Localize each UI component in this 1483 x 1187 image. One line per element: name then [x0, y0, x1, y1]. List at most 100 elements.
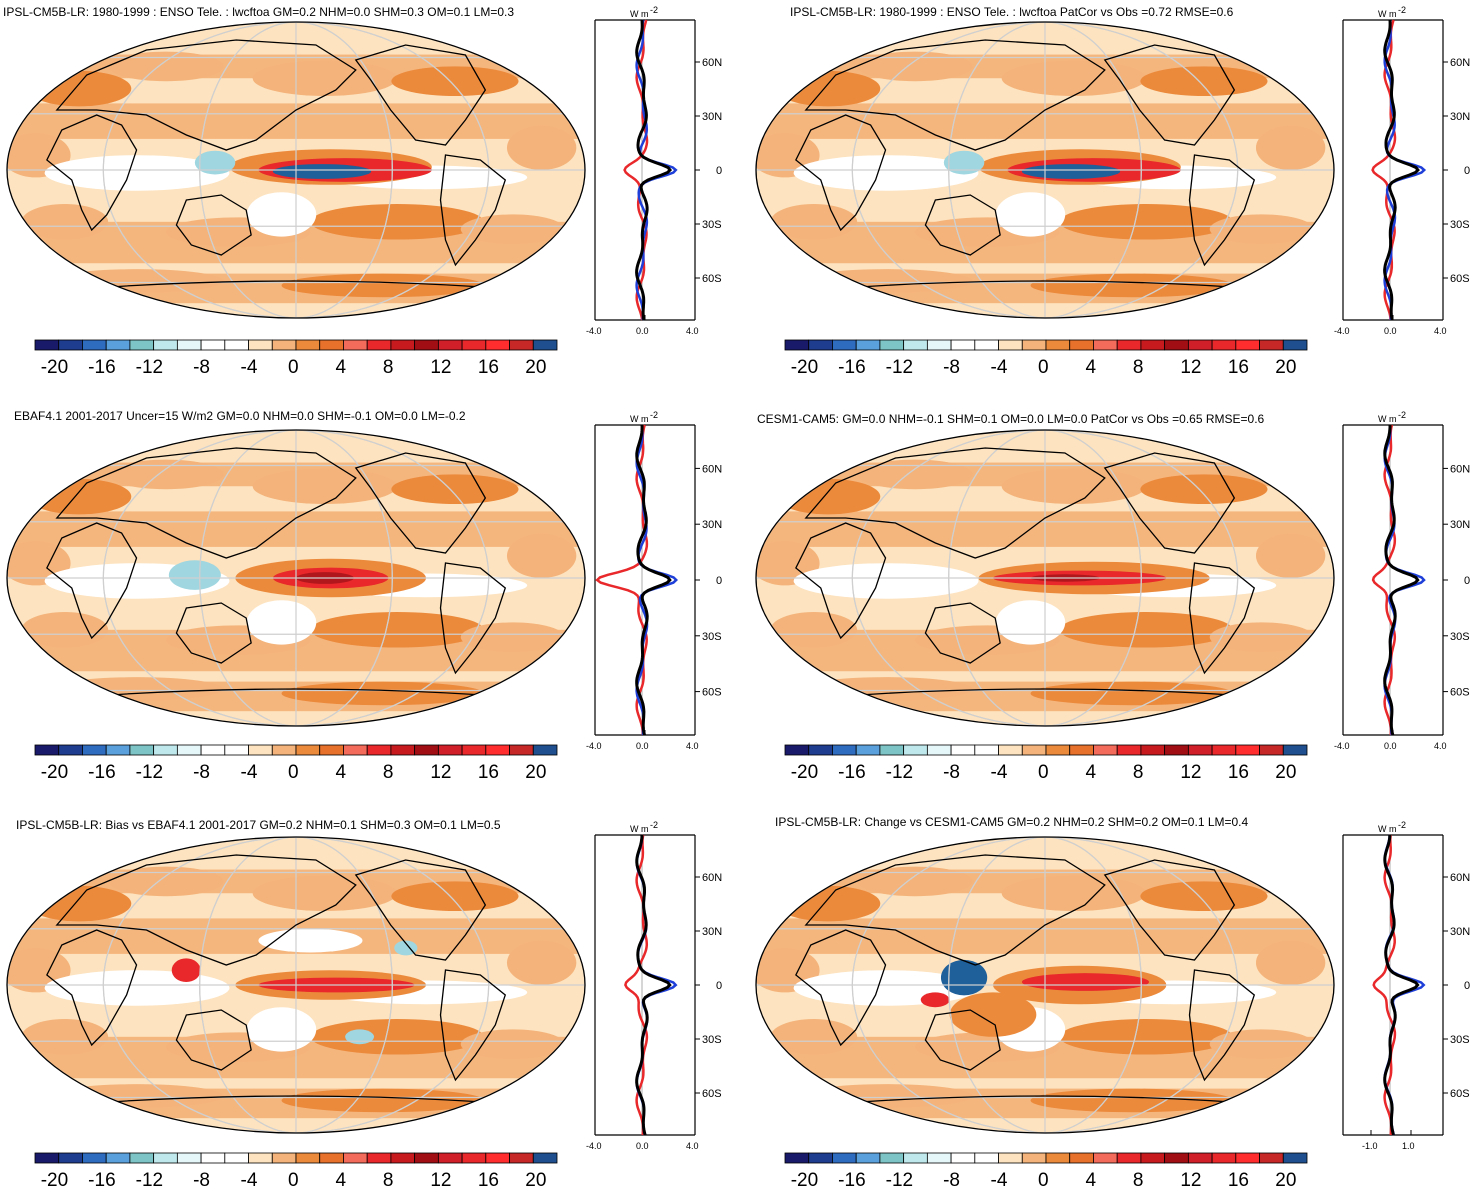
panel-title-4: CESM1-CAM5: GM=0.0 NHM=-0.1 SHM=0.1 OM=0…	[757, 412, 1265, 426]
colorbar-swatch	[390, 744, 416, 756]
lat-label: 30S	[702, 219, 722, 231]
colorbar-swatch	[509, 339, 534, 351]
colorbar-swatch	[926, 744, 952, 756]
colorbar-swatch	[1045, 339, 1071, 351]
map-white-region	[246, 1007, 317, 1052]
colorbar-label: -12	[886, 357, 913, 378]
australia-coast	[924, 602, 1001, 664]
map-border-6	[755, 836, 1335, 1134]
colorbar-swatch	[1021, 1152, 1047, 1164]
blue-patch	[394, 940, 418, 956]
colorbar-label: 12	[430, 357, 451, 378]
map-blob	[27, 478, 132, 515]
colorbar-label: 12	[1180, 357, 1201, 378]
eurasia-coast	[804, 854, 1106, 966]
map-white-region	[793, 155, 979, 191]
colorbar-swatch	[532, 339, 558, 351]
graticule-lon	[102, 837, 490, 1133]
profile-black-line	[1383, 19, 1420, 321]
colorbar-swatch	[1116, 744, 1142, 756]
profile-red-line	[624, 834, 649, 1136]
map-blob	[506, 940, 577, 985]
australia-coast	[175, 194, 252, 256]
map-white-region	[995, 600, 1066, 645]
map-blob	[252, 468, 398, 504]
map-blob	[27, 885, 132, 922]
africa-coast	[795, 522, 887, 640]
colorbar-swatch	[784, 744, 810, 756]
eurasia-coast	[55, 854, 357, 966]
colorbar-label: -4	[991, 1170, 1008, 1187]
map-blob	[27, 70, 132, 107]
map-blob	[108, 51, 224, 82]
colorbar-label: 12	[1180, 1170, 1201, 1187]
colorbar-label: -20	[791, 1170, 818, 1187]
profile-units-sup: -2	[1398, 5, 1406, 15]
lat-label: 30N	[702, 519, 722, 531]
profile-x-label: 0.0	[636, 326, 649, 336]
africa-coast	[795, 114, 887, 232]
panel-title-3: EBAF4.1 2001-2017 Uncer=15 W/m2 GM=0.0 N…	[14, 409, 466, 423]
colorbar-1: -20 -16 -12 -8 -4 0 4 8 12 16 20	[34, 339, 558, 378]
colorbar-3: -20 -16 -12 -8 -4 0 4 8 12 16 20	[34, 744, 558, 783]
colorbar-swatch	[926, 339, 952, 351]
colorbar-swatch	[461, 744, 487, 756]
map-blob	[776, 478, 881, 515]
map-blob	[506, 125, 577, 170]
colorbar-label: 12	[430, 1170, 451, 1187]
colorbar-swatch	[1021, 744, 1047, 756]
map-blob	[21, 612, 109, 648]
profile-units-sup: -2	[650, 410, 658, 420]
colorbar-swatch	[855, 339, 881, 351]
graticule-lon	[851, 430, 1239, 726]
colorbar-label: 20	[525, 762, 546, 783]
colorbar-swatch	[82, 1152, 107, 1164]
lat-label: 60S	[702, 273, 722, 285]
blue-patch	[345, 1029, 375, 1045]
colorbar-label: 20	[1275, 1170, 1296, 1187]
colorbar-swatch	[532, 1152, 558, 1164]
map-white-region	[258, 928, 363, 953]
red-patch	[920, 992, 950, 1008]
lat-label: 0	[1464, 980, 1470, 992]
colorbar-swatch	[461, 339, 487, 351]
lat-label: 60S	[1450, 687, 1470, 699]
north-america-coast	[1103, 859, 1236, 961]
colorbar-swatch	[343, 1152, 368, 1164]
lat-label: 30S	[702, 631, 722, 643]
south-america-coast	[439, 969, 507, 1082]
colorbar-swatch	[879, 1152, 905, 1164]
profile-black-line	[1383, 425, 1420, 736]
colorbar-swatch	[271, 339, 297, 351]
panel-title-5: IPSL-CM5B-LR: Bias vs EBAF4.1 2001-2017 …	[16, 818, 501, 832]
colorbar-swatch	[855, 744, 881, 756]
map-panel-1	[7, 22, 585, 318]
colorbar-swatch	[926, 1152, 952, 1164]
map-blob	[1140, 881, 1268, 911]
profile-black-line	[635, 19, 673, 321]
map-blob	[1255, 940, 1326, 985]
map-blob	[799, 269, 973, 293]
profile-units: W m	[630, 824, 649, 834]
colorbar-swatch	[1282, 744, 1308, 756]
colorbar-swatch	[1140, 339, 1166, 351]
map-border-1	[6, 21, 586, 319]
colorbar-swatch	[1093, 339, 1118, 351]
colorbar-swatch	[414, 1152, 439, 1164]
colorbar-label: 4	[1085, 357, 1096, 378]
colorbar-swatch	[58, 744, 83, 756]
profile-panel-2: W m -2 60N 30N 0 30S 60S -4.0 0.0 4.0	[1334, 5, 1470, 336]
colorbar-swatch	[366, 339, 392, 351]
colorbar-swatch	[176, 1152, 202, 1164]
colorbar-label: -8	[943, 357, 960, 378]
profile-units: W m	[630, 9, 649, 19]
profile-units-sup: -2	[650, 5, 658, 15]
tongue-blue	[272, 164, 372, 179]
graticule	[7, 837, 585, 1133]
colorbar-swatch	[437, 339, 463, 351]
colorbar-swatch	[153, 744, 178, 756]
colorbar-label: 0	[1038, 1170, 1049, 1187]
profile-units: W m	[630, 414, 649, 424]
colorbar-label: -20	[41, 762, 68, 783]
